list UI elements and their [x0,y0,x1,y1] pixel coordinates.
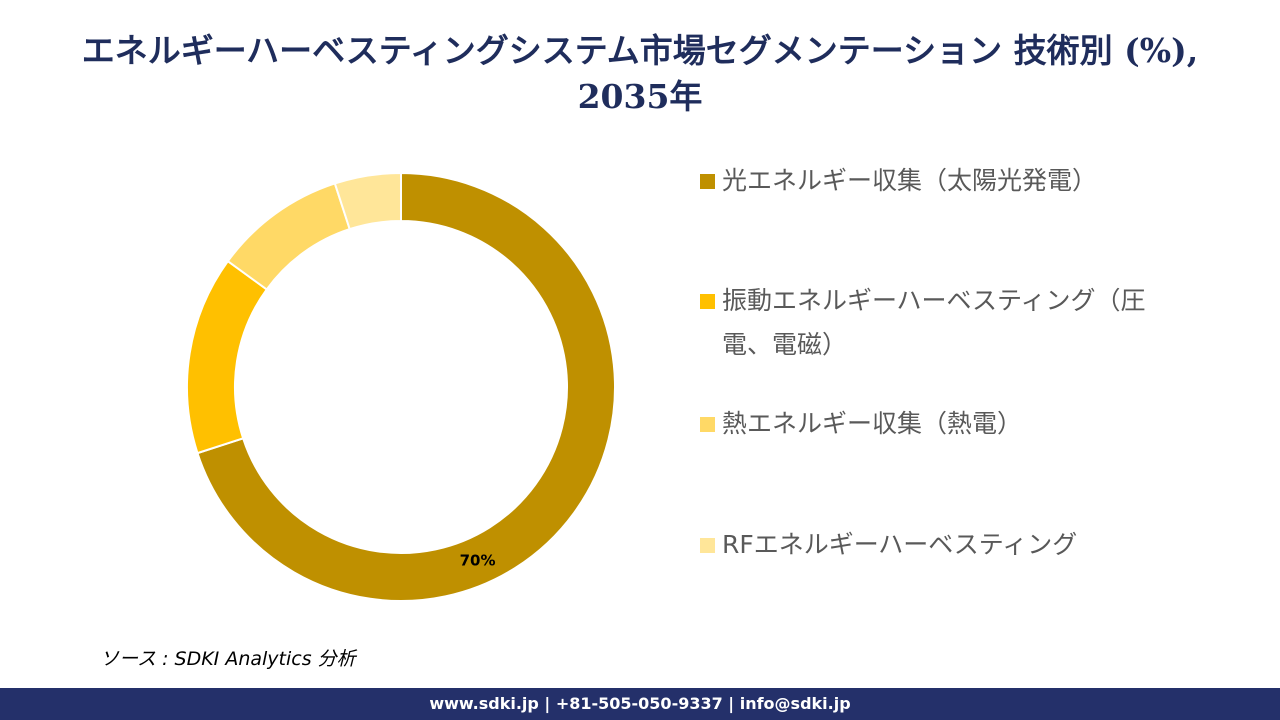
legend-item: RFエネルギーハーベスティング [700,523,1180,567]
chart-title: エネルギーハーベスティングシステム市場セグメンテーション 技術別 (%), 20… [81,31,1199,116]
data-label: 70% [460,551,496,569]
legend-label: 熱エネルギー収集（熱電） [722,409,1023,438]
legend-label: 光エネルギー収集（太陽光発電） [722,166,1098,195]
donut-slice [333,171,402,231]
legend-swatch [700,174,715,189]
footer: www.sdki.jp | +81-505-050-9337 | info@sd… [0,688,1280,720]
source: ソース : SDKI Analytics 分析 [100,648,356,670]
donut-slice [186,259,269,455]
donut-slice [196,171,616,602]
legend-item: 光エネルギー収集（太陽光発電） [700,159,1180,203]
donut-slice [226,182,351,291]
legend-item: 熱エネルギー収集（熱電） [700,402,1180,446]
chart: 70% [186,171,616,602]
legend-swatch [700,538,715,553]
legend-label: RFエネルギーハーベスティング [722,530,1078,559]
legend-label: 振動エネルギーハーベスティング（圧電、電磁） [722,286,1146,359]
legend-item: 振動エネルギーハーベスティング（圧電、電磁） [700,279,1180,367]
legend-swatch [700,417,715,432]
legend-swatch [700,294,715,309]
